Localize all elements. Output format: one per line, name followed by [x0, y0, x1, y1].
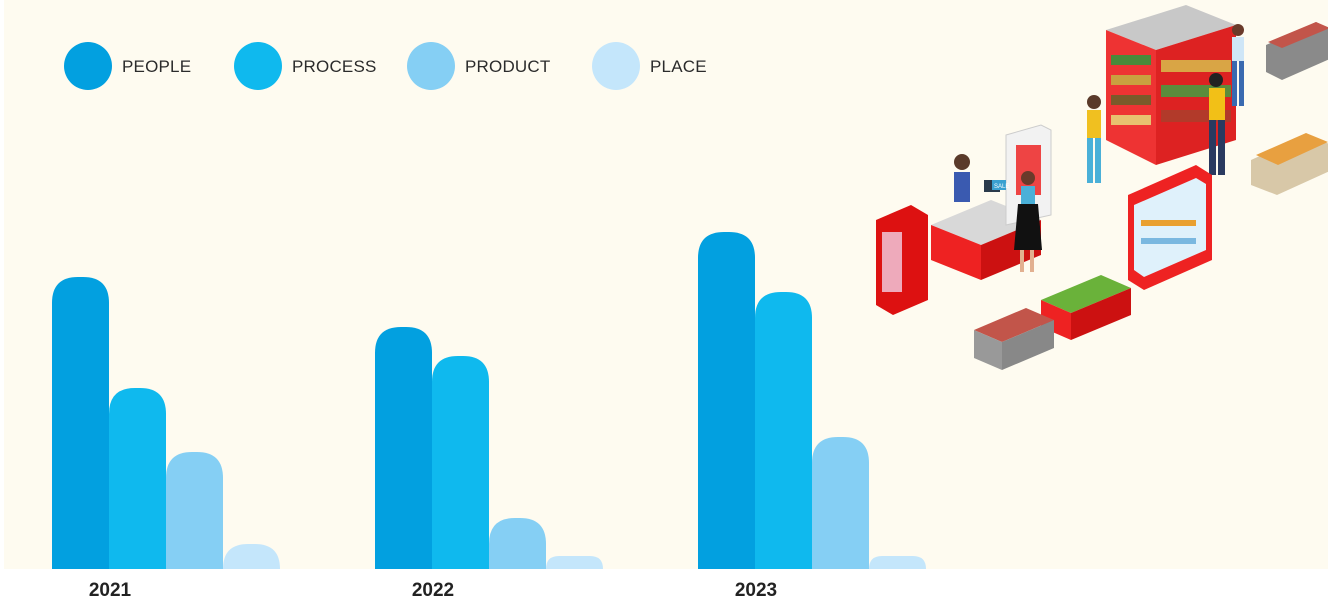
bar-2022-product	[489, 518, 546, 569]
refrigerator-display-icon	[1128, 165, 1212, 290]
legend-swatch	[407, 42, 455, 90]
x-tick-label: 2023	[734, 580, 778, 601]
produce-stand-icon	[1251, 133, 1328, 195]
legend-label: PEOPLE	[122, 57, 192, 76]
customer-figure-icon	[1014, 171, 1042, 272]
x-tick-label: 2021	[88, 580, 132, 601]
legend-label: PRODUCT	[465, 57, 551, 76]
bar-2022-place	[546, 556, 603, 569]
produce-stand-icon	[1041, 275, 1131, 340]
legend-swatch	[64, 42, 112, 90]
cashier-figure-icon	[954, 154, 970, 202]
bar-2021-process	[109, 388, 166, 569]
bar-2022-process	[432, 356, 489, 569]
bar-2023-product	[812, 437, 869, 569]
bar-chart	[52, 232, 926, 569]
bar-2023-place	[869, 556, 926, 569]
vending-fridge-icon	[876, 205, 928, 315]
bar-2021-people	[52, 277, 109, 569]
bar-2021-product	[166, 452, 223, 569]
bar-2022-people	[375, 327, 432, 569]
bar-2023-process	[755, 292, 812, 569]
legend-swatch	[234, 42, 282, 90]
shopper-figure-icon	[1232, 24, 1244, 106]
supermarket-illustration: SALE	[876, 5, 1328, 370]
x-tick-label: 2022	[411, 580, 455, 601]
shopper-figure-icon	[1087, 95, 1101, 183]
legend-label: PROCESS	[292, 57, 377, 76]
legend-label: PLACE	[650, 57, 707, 76]
bar-2021-place	[223, 544, 280, 569]
bar-2023-people	[698, 232, 755, 569]
produce-stand-icon	[1266, 22, 1328, 80]
price-tag-icon: SALE	[992, 180, 1009, 190]
svg-text:SALE: SALE	[994, 184, 1009, 190]
shopper-figure-icon	[1209, 73, 1225, 175]
produce-stand-icon	[974, 308, 1054, 370]
legend-swatch	[592, 42, 640, 90]
chart-canvas: PEOPLE PROCESS PRODUCT PLACE	[4, 0, 1328, 569]
